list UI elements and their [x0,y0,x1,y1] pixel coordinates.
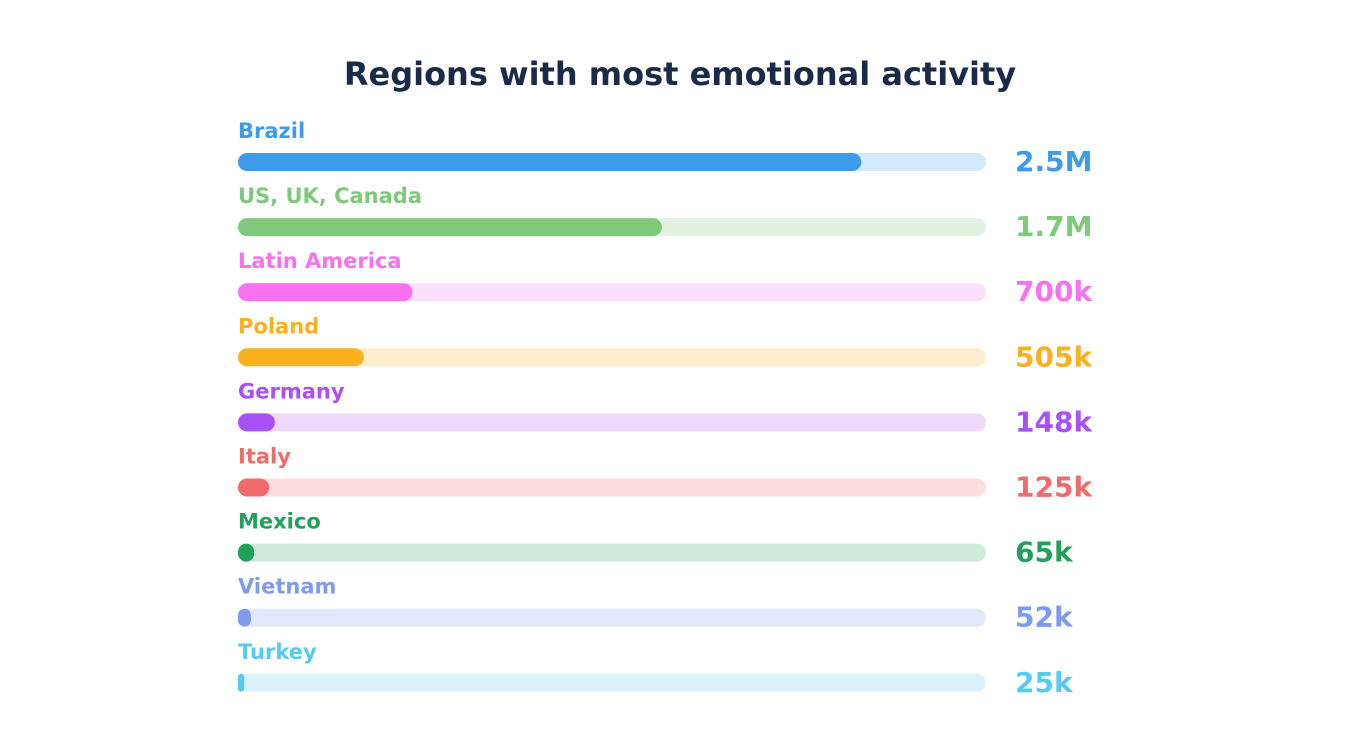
value-label: 700k [1015,275,1093,308]
bar-track [238,348,986,367]
category-label: Mexico [238,510,321,534]
category-label: Germany [238,379,345,403]
value-label: 52k [1015,601,1074,634]
category-label: Vietnam [238,575,336,599]
bar-track [238,413,986,432]
bar-track [238,543,986,562]
bar [238,153,862,171]
category-label: Italy [238,445,291,469]
bar-track [238,608,986,627]
bar-track [238,478,986,497]
value-label: 505k [1015,340,1093,373]
category-label: Brazil [238,119,305,143]
bar-track [238,673,986,692]
value-label: 25k [1015,666,1074,699]
bar-track [238,283,986,302]
bar [238,413,275,432]
category-label: US, UK, Canada [238,184,422,208]
bar [238,218,662,237]
category-label: Latin America [238,249,402,273]
value-label: 1.7M [1015,210,1092,243]
bar [238,543,255,562]
bar [238,673,245,692]
value-label: 125k [1015,471,1093,504]
bar [238,348,364,367]
value-label: 148k [1015,405,1093,438]
value-label: 65k [1015,536,1074,569]
chart-title: Regions with most emotional activity [344,55,1016,93]
value-label: 2.5M [1015,145,1092,178]
bar [238,478,270,497]
category-label: Turkey [238,640,317,664]
category-label: Poland [238,314,319,338]
bar [238,608,251,627]
bar [238,283,413,302]
